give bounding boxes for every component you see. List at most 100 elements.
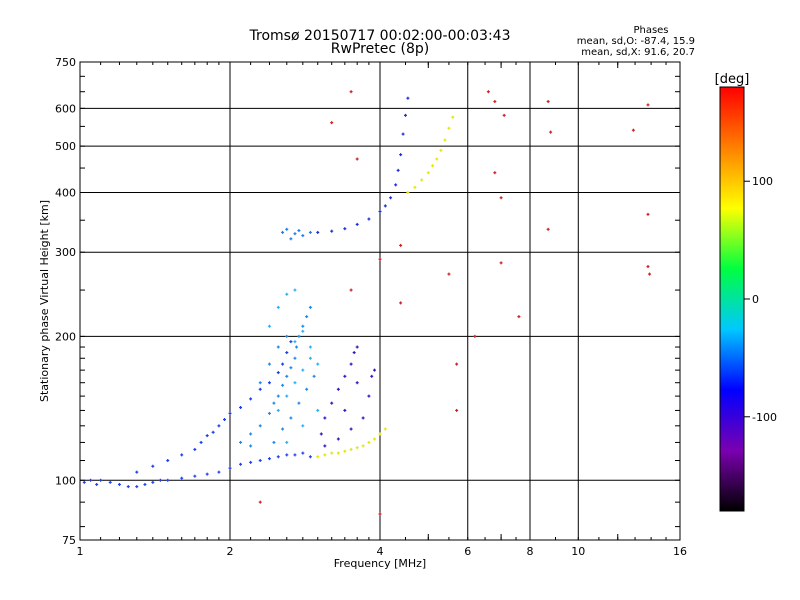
echo-point <box>352 351 356 355</box>
echo-point <box>126 485 130 489</box>
echo-point <box>355 381 359 385</box>
echo-point <box>355 345 359 349</box>
echo-point <box>267 362 271 366</box>
colorbar-label: [deg] <box>715 72 750 87</box>
echo-point <box>549 130 553 134</box>
echo-point <box>108 480 112 484</box>
echo-point <box>431 164 435 168</box>
echo-point <box>370 374 374 378</box>
echo-point <box>336 451 340 455</box>
echo-point <box>249 460 253 464</box>
echo-point <box>305 387 309 391</box>
echo-point <box>285 227 289 231</box>
echo-point <box>330 401 334 405</box>
echo-point <box>249 444 253 448</box>
y-tick-labels: 75 100 200 300 400 500 600 750 <box>55 56 76 547</box>
colorbar-ticks: 100 0 -100 <box>744 175 777 424</box>
chart-subtitle: RwPretec (8p) <box>331 41 429 57</box>
echo-point <box>336 437 340 441</box>
echo-point <box>343 374 347 378</box>
phase-stats-x: mean, sd,X: 91.6, 20.7 <box>581 47 695 58</box>
echo-point <box>135 470 139 474</box>
echo-point <box>631 128 635 132</box>
echo-point <box>117 482 121 486</box>
y-tick-label: 600 <box>55 102 76 115</box>
echo-point <box>281 383 285 387</box>
y-tick-label: 500 <box>55 140 76 153</box>
echo-point <box>493 171 497 175</box>
echo-point <box>355 446 359 450</box>
echo-point <box>258 424 262 428</box>
echo-point <box>193 447 197 451</box>
echo-point <box>447 272 451 276</box>
x-tick-label: 8 <box>527 545 534 558</box>
echo-point <box>403 113 407 117</box>
echo-point <box>389 196 393 200</box>
y-axis-label: Stationary phase Virtual Height [km] <box>38 200 51 402</box>
echo-point <box>305 315 309 319</box>
colorbar-tick-label: 100 <box>752 175 773 188</box>
echo-point <box>211 430 215 434</box>
echo-point <box>499 196 503 200</box>
echo-point <box>355 222 359 226</box>
echo-point <box>435 157 439 161</box>
echo-point <box>239 440 243 444</box>
echo-point <box>336 387 340 391</box>
echo-point <box>343 408 347 412</box>
echo-point <box>285 374 289 378</box>
echo-point <box>312 374 316 378</box>
x-tick-label: 16 <box>673 545 687 558</box>
echo-point <box>285 440 289 444</box>
echo-point <box>406 190 410 194</box>
echo-point <box>166 478 170 482</box>
echo-point <box>223 418 227 422</box>
echo-point <box>297 334 301 338</box>
echo-point <box>205 434 209 438</box>
echo-point <box>301 234 305 238</box>
echo-point <box>413 185 417 189</box>
echo-point <box>199 440 203 444</box>
echo-point <box>406 96 410 100</box>
echo-point <box>399 301 403 305</box>
echo-point <box>293 381 297 385</box>
echo-point <box>301 329 305 333</box>
echo-point <box>316 362 320 366</box>
echo-point <box>180 476 184 480</box>
echo-point <box>95 482 99 486</box>
echo-point <box>295 345 299 349</box>
echo-point <box>301 324 305 328</box>
echo-point <box>281 362 285 366</box>
echo-points <box>82 90 652 516</box>
echo-point <box>323 453 327 457</box>
echo-point <box>301 368 305 372</box>
echo-point <box>378 432 382 436</box>
echo-point <box>285 334 289 338</box>
echo-point <box>455 408 459 412</box>
echo-point <box>239 462 243 466</box>
echo-point <box>426 171 430 175</box>
echo-point <box>289 237 293 241</box>
echo-point <box>343 449 347 453</box>
echo-point <box>301 424 305 428</box>
x-tick-label: 2 <box>227 545 234 558</box>
echo-point <box>308 230 312 234</box>
x-tick-label: 6 <box>464 545 471 558</box>
echo-point <box>355 157 359 161</box>
echo-point <box>646 212 650 216</box>
echo-point <box>158 478 162 482</box>
echo-point <box>272 440 276 444</box>
echo-point <box>399 153 403 157</box>
echo-point <box>394 183 398 187</box>
echo-point <box>330 121 334 125</box>
echo-point <box>343 227 347 231</box>
y-tick-label: 300 <box>55 246 76 259</box>
echo-point <box>289 366 293 370</box>
chart-title: Tromsø 20150717 00:02:00-00:03:43 <box>249 28 511 44</box>
echo-point <box>301 451 305 455</box>
echo-point <box>493 100 497 104</box>
echo-point <box>293 340 297 344</box>
echo-point <box>82 480 86 484</box>
echo-point <box>99 478 103 482</box>
echo-point <box>367 217 371 221</box>
echo-point <box>289 416 293 420</box>
